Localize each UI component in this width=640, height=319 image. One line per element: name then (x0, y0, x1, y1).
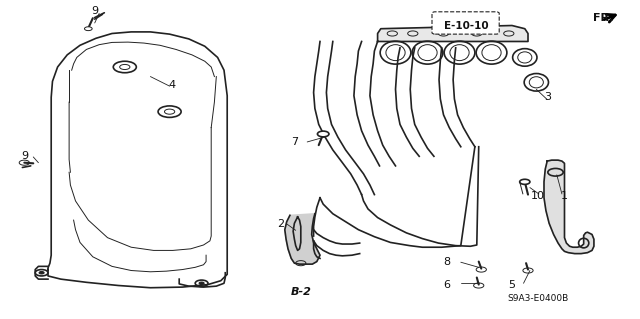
FancyBboxPatch shape (432, 12, 499, 34)
Text: S9A3-E0400B: S9A3-E0400B (507, 294, 568, 303)
Text: 8: 8 (443, 257, 451, 267)
Circle shape (520, 179, 530, 184)
Text: 7: 7 (291, 137, 298, 147)
Text: E-10-10: E-10-10 (444, 20, 488, 31)
Circle shape (84, 27, 92, 31)
Text: 1: 1 (561, 191, 568, 201)
Polygon shape (378, 26, 528, 41)
Text: 3: 3 (544, 92, 550, 102)
Circle shape (317, 131, 329, 137)
Text: 9: 9 (91, 6, 99, 16)
Text: 10: 10 (531, 191, 545, 201)
Polygon shape (285, 214, 320, 264)
Text: B-2: B-2 (291, 287, 311, 297)
Text: 4: 4 (168, 79, 175, 90)
Text: FR.: FR. (593, 12, 613, 23)
Text: 2: 2 (276, 219, 284, 229)
Text: 9: 9 (20, 151, 28, 161)
Polygon shape (544, 160, 594, 254)
Circle shape (199, 282, 204, 285)
Text: 6: 6 (444, 279, 450, 290)
Circle shape (39, 271, 44, 274)
Text: 5: 5 (509, 279, 515, 290)
